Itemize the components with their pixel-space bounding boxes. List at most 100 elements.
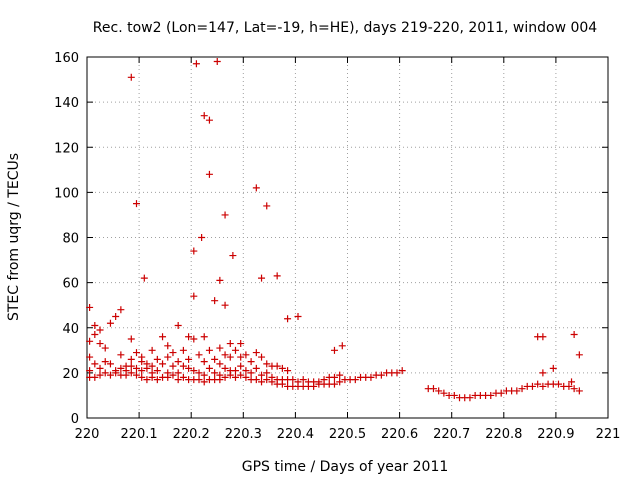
data-point-marker (200, 112, 208, 120)
data-point-marker (242, 351, 250, 359)
data-point-marker (237, 340, 245, 348)
data-point-marker (132, 200, 140, 208)
data-point-marker (159, 360, 167, 368)
data-point-marker (252, 349, 260, 357)
data-point-marker (221, 301, 229, 309)
data-point-marker (226, 353, 234, 361)
data-point-marker (148, 346, 156, 354)
data-point-marker (549, 364, 557, 372)
data-point-marker (294, 378, 302, 386)
x-tick-label: 220.5 (329, 427, 366, 442)
data-point-marker (86, 303, 94, 311)
data-point-marker (200, 378, 208, 386)
data-point-marker (205, 116, 213, 124)
data-point-marker (570, 331, 578, 339)
data-point-marker (268, 373, 276, 381)
x-tick-label: 220.1 (120, 427, 157, 442)
data-point-marker (237, 353, 245, 361)
data-point-marker (435, 387, 443, 395)
data-point-marker (205, 170, 213, 178)
data-point-marker (138, 373, 146, 381)
data-point-marker (205, 364, 213, 372)
data-point-marker (518, 385, 526, 393)
data-point-marker (258, 353, 266, 361)
data-point-marker (221, 351, 229, 359)
data-point-marker (221, 364, 229, 372)
data-point-marker (216, 371, 224, 379)
y-axis-label: STEC from uqrg / TECUs (6, 153, 22, 321)
data-point-marker (185, 333, 193, 341)
data-point-marker (127, 335, 135, 343)
data-point-marker (86, 367, 94, 375)
data-point-marker (179, 346, 187, 354)
x-tick-label: 220.2 (173, 427, 210, 442)
data-point-marker (284, 367, 292, 375)
data-point-marker (190, 335, 198, 343)
x-tick-label: 220.7 (433, 427, 470, 442)
data-point-marker (190, 247, 198, 255)
data-point-marker (252, 376, 260, 384)
data-point-marker (534, 380, 542, 388)
y-tick-label: 160 (54, 51, 79, 66)
data-point-marker (106, 371, 114, 379)
data-points (86, 58, 583, 402)
x-tick-label: 220.3 (225, 427, 262, 442)
data-point-marker (86, 353, 94, 361)
data-point-marker (153, 376, 161, 384)
data-point-marker (338, 342, 346, 350)
data-point-marker (539, 333, 547, 341)
data-point-marker (112, 312, 120, 320)
data-point-marker (86, 337, 94, 345)
y-tick-label: 40 (62, 322, 79, 337)
data-point-marker (539, 382, 547, 390)
data-point-marker (450, 391, 458, 399)
data-point-marker (393, 369, 401, 377)
data-point-marker (575, 387, 583, 395)
data-point-marker (185, 355, 193, 363)
data-point-marker (200, 371, 208, 379)
data-point-marker (258, 378, 266, 386)
data-point-marker (185, 364, 193, 372)
data-point-marker (143, 376, 151, 384)
x-tick-label: 221 (596, 427, 621, 442)
data-point-marker (377, 371, 385, 379)
data-point-marker (216, 360, 224, 368)
data-point-marker (351, 376, 359, 384)
x-tick-label: 220 (75, 427, 100, 442)
data-point-marker (252, 184, 260, 192)
data-point-marker (148, 362, 156, 370)
data-point-marker (138, 353, 146, 361)
y-tick-label: 120 (54, 141, 79, 156)
y-tick-label: 100 (54, 186, 79, 201)
data-point-marker (132, 364, 140, 372)
y-tick-label: 140 (54, 96, 79, 111)
x-axis-label: GPS time / Days of year 2011 (242, 459, 449, 475)
data-point-marker (216, 276, 224, 284)
x-tick-label: 220.8 (485, 427, 522, 442)
data-point-marker (367, 373, 375, 381)
data-point-marker (242, 367, 250, 375)
data-point-marker (96, 326, 104, 334)
data-point-marker (159, 333, 167, 341)
data-point-marker (221, 211, 229, 219)
data-point-marker (195, 369, 203, 377)
data-point-marker (106, 360, 114, 368)
data-point-marker (231, 373, 239, 381)
data-point-marker (299, 376, 307, 384)
data-point-marker (200, 358, 208, 366)
data-point-marker (273, 272, 281, 280)
data-point-marker (221, 373, 229, 381)
data-point-marker (242, 373, 250, 381)
data-point-marker (263, 376, 271, 384)
x-tick-label: 220.4 (277, 427, 314, 442)
data-point-marker (106, 319, 114, 327)
data-point-marker (169, 371, 177, 379)
data-point-marker (229, 252, 237, 260)
data-point-marker (315, 378, 323, 386)
data-point-marker (153, 355, 161, 363)
data-point-marker (91, 331, 99, 339)
data-point-marker (174, 376, 182, 384)
data-point-marker (190, 367, 198, 375)
data-point-marker (330, 373, 338, 381)
data-point-marker (91, 321, 99, 329)
